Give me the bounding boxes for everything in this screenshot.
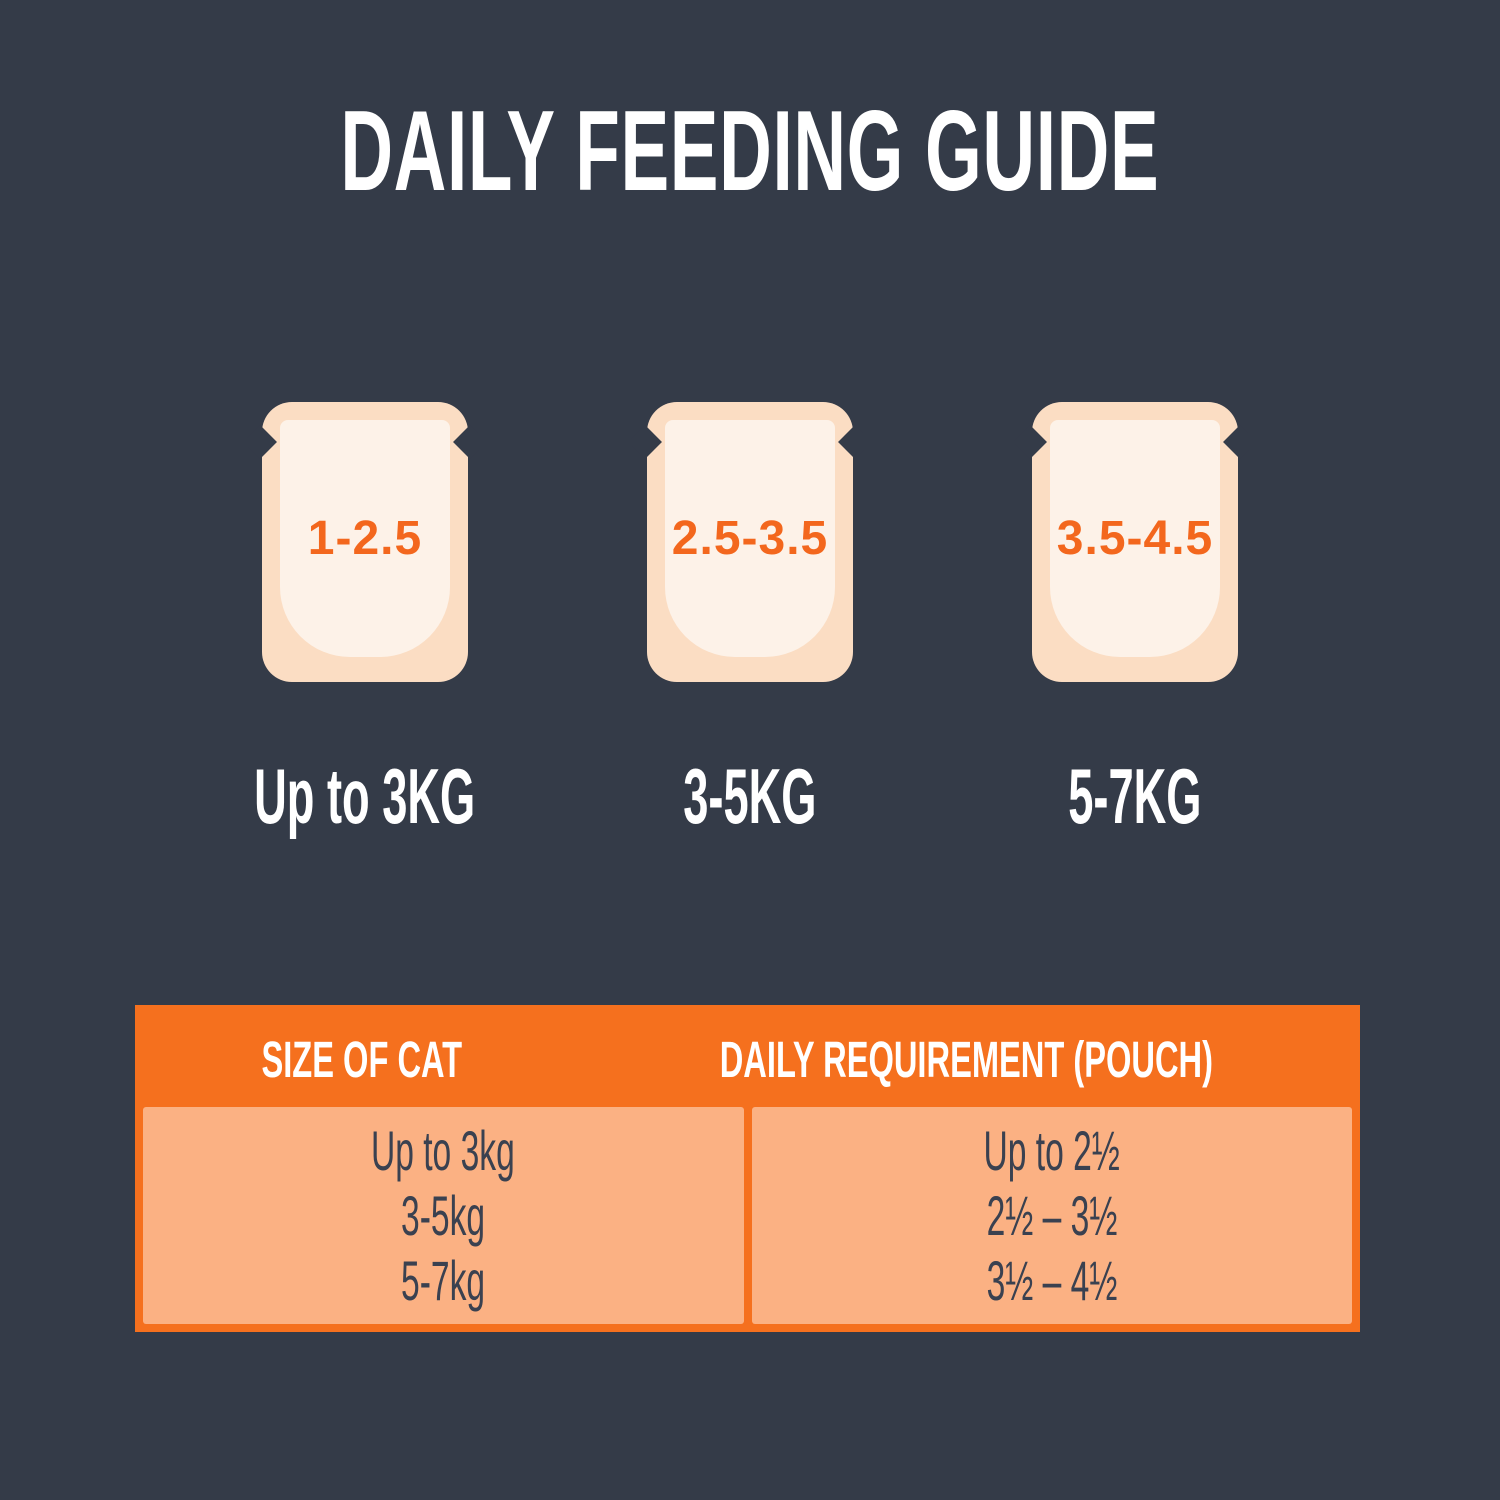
pouch-group-medium: 2.5-3.5 3-5KG xyxy=(628,402,872,840)
tear-notch-right-icon xyxy=(1223,425,1257,459)
table-row-requirement: 3½ – 4½ xyxy=(986,1249,1118,1312)
table-header-size: SIZE OF CAT xyxy=(261,1030,463,1088)
pouch-icon: 2.5-3.5 xyxy=(628,402,872,682)
tear-notch-right-icon xyxy=(453,425,487,459)
pouch-icon: 3.5-4.5 xyxy=(1013,402,1257,682)
pouch-weight-label: Up to 3KG xyxy=(254,752,476,840)
feeding-table: SIZE OF CAT DAILY REQUIREMENT (POUCH) Up… xyxy=(135,1005,1360,1332)
size-column-cell: Up to 3kg 3-5kg 5-7kg xyxy=(143,1107,744,1324)
pouch-amount: 1-2.5 xyxy=(307,512,423,565)
pouch-weight-label: 3-5KG xyxy=(683,752,817,840)
tear-notch-right-icon xyxy=(838,425,872,459)
pouch-amount: 3.5-4.5 xyxy=(1056,512,1214,565)
table-row-requirement: Up to 2½ xyxy=(983,1119,1120,1182)
tear-notch-left-icon xyxy=(243,425,277,459)
feeding-table-body: Up to 3kg 3-5kg 5-7kg Up to 2½ 2½ – 3½ 3… xyxy=(143,1107,1352,1324)
pouch-row: 1-2.5 Up to 3KG 2.5-3.5 3-5KG xyxy=(0,402,1500,840)
table-header-requirement: DAILY REQUIREMENT (POUCH) xyxy=(719,1030,1214,1088)
page-title: DAILY FEEDING GUIDE xyxy=(0,95,1500,209)
pouch-icon: 1-2.5 xyxy=(243,402,487,682)
pouch-amount: 2.5-3.5 xyxy=(671,512,829,565)
pouch-inner-panel: 3.5-4.5 xyxy=(1050,420,1220,657)
requirement-column-cell: Up to 2½ 2½ – 3½ 3½ – 4½ xyxy=(751,1107,1352,1324)
table-row-size: Up to 3kg xyxy=(371,1119,516,1182)
pouch-weight-label: 5-7KG xyxy=(1068,752,1202,840)
feeding-table-header: SIZE OF CAT DAILY REQUIREMENT (POUCH) xyxy=(143,1005,1352,1107)
pouch-group-small: 1-2.5 Up to 3KG xyxy=(243,402,487,840)
page-title-text: DAILY FEEDING GUIDE xyxy=(340,88,1160,215)
table-row-size: 3-5kg xyxy=(401,1184,486,1247)
tear-notch-left-icon xyxy=(1013,425,1047,459)
pouch-inner-panel: 2.5-3.5 xyxy=(665,420,835,657)
tear-notch-left-icon xyxy=(628,425,662,459)
table-row-size: 5-7kg xyxy=(401,1249,486,1312)
table-row-requirement: 2½ – 3½ xyxy=(986,1184,1118,1247)
pouch-inner-panel: 1-2.5 xyxy=(280,420,450,657)
pouch-group-large: 3.5-4.5 5-7KG xyxy=(1013,402,1257,840)
